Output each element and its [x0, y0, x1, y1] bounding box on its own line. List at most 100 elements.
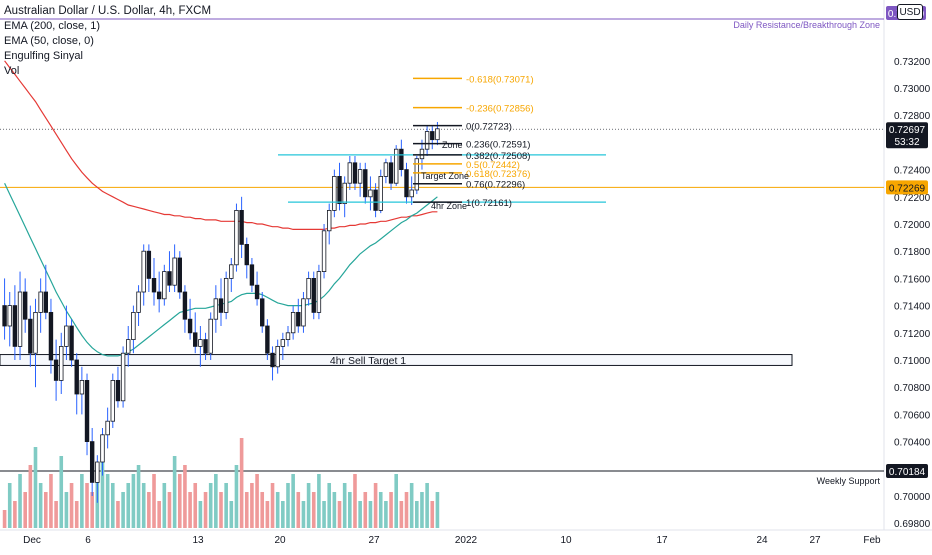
volume-bar [214, 474, 218, 528]
daily-resistance-label: Daily Resistance/Breakthrough Zone [733, 20, 880, 30]
y-tick-label: 0.71800 [894, 247, 931, 258]
candle [43, 264, 49, 320]
candle-body [136, 291, 141, 313]
candle [79, 366, 85, 415]
candle-body [7, 305, 12, 327]
candle [151, 258, 157, 306]
y-tick-label: 0.71000 [894, 356, 931, 367]
candle-body [352, 162, 358, 184]
candle [2, 278, 7, 340]
volume-bar [270, 483, 275, 528]
candle [141, 244, 146, 306]
candle [260, 292, 265, 333]
currency-button[interactable]: USD [897, 4, 923, 20]
candle [296, 298, 301, 333]
candle [399, 139, 404, 177]
candle-body [95, 461, 100, 483]
volume-bar [59, 456, 64, 528]
candle [7, 292, 12, 347]
volume-bar [420, 492, 424, 528]
candle-body [435, 128, 440, 141]
volume-bar [224, 483, 228, 528]
candle-body [74, 359, 79, 395]
candle-body [404, 169, 409, 198]
weekly-support-label: Weekly Support [817, 476, 881, 486]
candle-body [342, 182, 347, 204]
candle-body [270, 352, 275, 368]
y-tick-label: 0.71200 [894, 329, 931, 340]
volume-bar [188, 492, 192, 528]
indicator-volume[interactable]: Vol [4, 65, 20, 77]
volume-bar [281, 501, 285, 528]
volume-bar [425, 483, 429, 528]
volume-bar [85, 483, 89, 528]
candle-body [218, 298, 224, 313]
candle-body [363, 169, 368, 198]
candle-body [383, 162, 389, 177]
candle-body [64, 325, 69, 347]
candle [28, 305, 33, 367]
volume-bar [384, 501, 388, 528]
x-tick-label: 20 [274, 535, 286, 546]
candle-body [53, 359, 59, 381]
candle [126, 326, 131, 367]
candle-body [100, 434, 105, 463]
volume-bar [193, 483, 198, 528]
candle [383, 158, 389, 184]
volume-bar [74, 501, 79, 528]
volume-bar [244, 492, 249, 528]
volume-bar [409, 483, 414, 528]
volume-bar [131, 474, 136, 528]
candle-body [327, 209, 332, 232]
volume-bar [33, 447, 38, 528]
symbol-title[interactable]: Australian Dollar / U.S. Dollar, 4h, FXC… [4, 5, 212, 17]
indicator-engulfing[interactable]: Engulfing Sinyal [4, 50, 83, 62]
candle [74, 353, 79, 415]
y-tick-label: 0.70400 [894, 438, 931, 449]
fib-level-label: 0.382(0.72508) [466, 151, 530, 162]
x-tick-label: 10 [560, 535, 572, 546]
volume-bar [23, 492, 27, 528]
volume-bar [291, 474, 295, 528]
volume-bar [404, 492, 409, 528]
candle [59, 332, 64, 394]
candle-body [120, 352, 126, 402]
volume-bar [229, 501, 234, 528]
candle-body [43, 291, 49, 313]
volume-bar [301, 501, 306, 528]
candle [347, 156, 353, 190]
fib-level-label: 1(0.72161) [466, 198, 512, 209]
candle-body [2, 305, 7, 327]
fib-level-label: 0.236(0.72591) [466, 140, 530, 151]
volume-bar [275, 492, 280, 528]
candle-body [213, 298, 219, 320]
volume-bar [7, 483, 12, 528]
fib-level-label: -0.236(0.72856) [466, 104, 534, 115]
volume-bar [172, 456, 177, 528]
indicator-ema200[interactable]: EMA (200, close, 1) [4, 20, 100, 32]
target-zone-annotation: Target Zone [421, 171, 469, 181]
volume-bar [394, 474, 399, 528]
candle [254, 271, 260, 306]
y-tick-label: 0.71600 [894, 274, 931, 285]
candle [280, 332, 286, 360]
volume-bar [234, 465, 239, 528]
candle [265, 319, 270, 360]
volume-bar [136, 465, 141, 528]
indicator-ema50[interactable]: EMA (50, close, 0) [4, 35, 94, 47]
volume-bar [69, 483, 74, 528]
candle-body [115, 379, 121, 402]
candle-body [316, 271, 322, 313]
candle [213, 285, 219, 333]
candle-body [368, 189, 373, 198]
volume-bar [322, 501, 326, 528]
candle-body [332, 175, 337, 211]
candle [187, 298, 193, 340]
candle [110, 373, 115, 428]
candle-body [393, 148, 399, 184]
volume-bar [43, 492, 48, 528]
candle-body [28, 318, 33, 354]
candle [218, 278, 224, 326]
